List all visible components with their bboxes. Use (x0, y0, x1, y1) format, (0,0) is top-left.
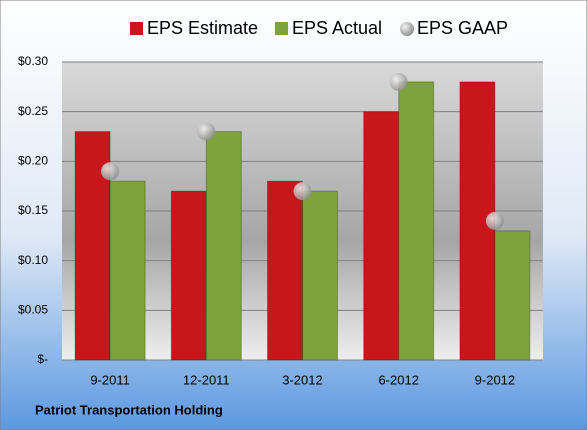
bar (267, 180, 303, 361)
legend-swatch (130, 22, 143, 35)
y-tick-label: $0.20 (18, 154, 48, 168)
y-tick-label: $0.25 (18, 104, 48, 118)
legend-label: EPS Actual (292, 18, 382, 38)
marker (197, 122, 216, 141)
x-tick-label: 9-2011 (90, 372, 130, 387)
y-tick-label: $0.05 (18, 303, 48, 317)
bar (398, 81, 435, 361)
bar (302, 190, 338, 361)
chart-title: Patriot Transportation Holding (35, 402, 223, 417)
y-tick-label: $0.30 (18, 54, 48, 68)
y-tick-label: $0.10 (18, 253, 48, 267)
bar (170, 190, 207, 361)
bar (205, 131, 242, 361)
marker (101, 162, 120, 181)
y-tick-label: $0.15 (18, 203, 48, 217)
legend-swatch (275, 22, 288, 35)
legend-marker (400, 22, 414, 36)
marker (485, 211, 504, 230)
y-tick-label: $- (37, 352, 48, 366)
bar (363, 111, 400, 361)
marker (389, 72, 408, 91)
x-tick-label: 9-2012 (475, 372, 515, 387)
x-tick-label: 6-2012 (378, 372, 418, 387)
legend-label: EPS Estimate (147, 18, 258, 38)
legend-label: EPS GAAP (417, 18, 508, 38)
marker (293, 182, 312, 201)
bar (109, 180, 146, 361)
x-tick-label: 12-2011 (183, 372, 230, 387)
x-tick-label: 3-2012 (282, 372, 322, 387)
bar (494, 230, 531, 361)
